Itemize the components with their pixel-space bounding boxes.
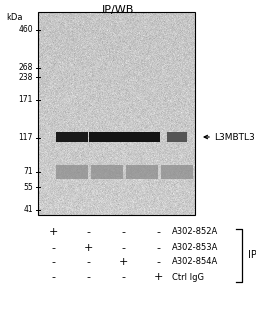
Text: +: + bbox=[153, 272, 163, 282]
Bar bbox=[126, 165, 158, 179]
Text: -: - bbox=[121, 243, 125, 253]
Text: +: + bbox=[118, 257, 128, 267]
Text: 117: 117 bbox=[19, 134, 33, 142]
Text: -: - bbox=[121, 227, 125, 237]
Text: 55: 55 bbox=[23, 183, 33, 191]
Text: kDa: kDa bbox=[6, 12, 23, 22]
Text: A302-852A: A302-852A bbox=[172, 227, 218, 237]
Text: -: - bbox=[51, 257, 55, 267]
Text: 71: 71 bbox=[23, 168, 33, 176]
Text: 268: 268 bbox=[19, 64, 33, 73]
Text: -: - bbox=[51, 272, 55, 282]
Text: 460: 460 bbox=[18, 25, 33, 34]
Bar bbox=[89, 132, 125, 142]
Text: -: - bbox=[121, 272, 125, 282]
Text: 238: 238 bbox=[19, 73, 33, 81]
Text: -: - bbox=[156, 227, 160, 237]
Text: Ctrl IgG: Ctrl IgG bbox=[172, 273, 204, 281]
Text: -: - bbox=[86, 227, 90, 237]
Text: -: - bbox=[51, 243, 55, 253]
Bar bbox=[56, 132, 88, 142]
Text: -: - bbox=[86, 272, 90, 282]
Text: +: + bbox=[83, 243, 93, 253]
Text: A302-853A: A302-853A bbox=[172, 244, 218, 252]
Bar bbox=[91, 165, 123, 179]
Text: -: - bbox=[156, 243, 160, 253]
Text: IP/WB: IP/WB bbox=[102, 5, 134, 15]
Bar bbox=[167, 132, 187, 142]
Bar bbox=[124, 132, 160, 142]
Text: L3MBTL3: L3MBTL3 bbox=[214, 133, 255, 142]
Text: +: + bbox=[48, 227, 58, 237]
Bar bbox=[38, 12, 195, 215]
Text: -: - bbox=[156, 257, 160, 267]
Text: IP: IP bbox=[248, 250, 256, 260]
Bar bbox=[161, 165, 193, 179]
Text: 41: 41 bbox=[23, 205, 33, 215]
Text: 171: 171 bbox=[19, 95, 33, 105]
Text: -: - bbox=[86, 257, 90, 267]
Bar bbox=[56, 165, 88, 179]
Text: A302-854A: A302-854A bbox=[172, 258, 218, 266]
